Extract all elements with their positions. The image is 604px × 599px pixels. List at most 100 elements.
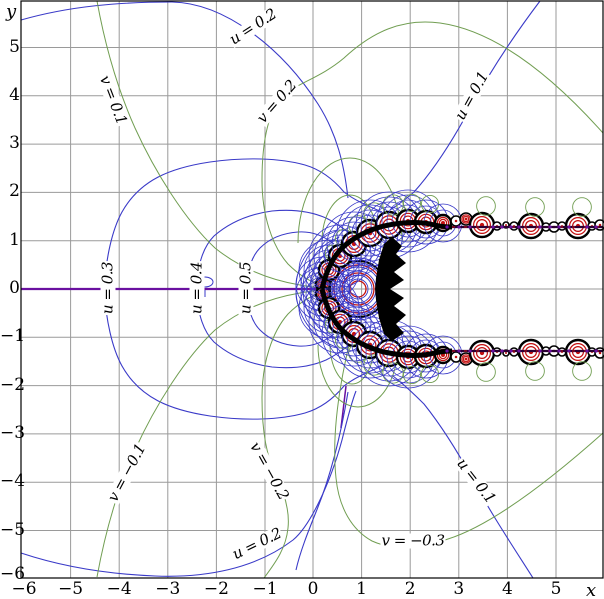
arm-purple-dot bbox=[468, 349, 472, 353]
arm-purple-dot bbox=[557, 225, 561, 229]
u-level-curve bbox=[103, 158, 383, 290]
u-level-curve bbox=[20, 390, 357, 577]
y-tick-label: −4 bbox=[0, 471, 26, 492]
y-tick-label: 2 bbox=[9, 181, 20, 202]
x-tick-label: −5 bbox=[58, 579, 84, 599]
bead-green-cap bbox=[476, 196, 496, 216]
arm-purple-dot bbox=[468, 225, 472, 229]
x-tick-label: −6 bbox=[11, 579, 37, 599]
bead-red-dot bbox=[454, 219, 458, 223]
arm-purple-dot bbox=[509, 225, 513, 229]
u-level-curve bbox=[103, 288, 383, 420]
x-tick-label: 1 bbox=[356, 579, 367, 599]
bead-fan-circle bbox=[336, 199, 404, 267]
bead-green-cap bbox=[402, 193, 422, 213]
bead-fan-circle bbox=[308, 287, 350, 329]
u-level-curve bbox=[392, 375, 534, 579]
bead-green-cap bbox=[402, 365, 422, 385]
v-level-curve bbox=[261, 291, 325, 476]
arm-purple-dot bbox=[567, 225, 571, 229]
x-tick-label: 2 bbox=[404, 579, 416, 599]
bead-red-dot bbox=[505, 224, 507, 226]
bead-red-ring bbox=[476, 347, 489, 360]
bead-green-cap bbox=[572, 197, 592, 217]
arm-purple-dot bbox=[538, 225, 542, 229]
x-tick-label: −2 bbox=[203, 579, 229, 599]
bead-green-cap bbox=[525, 361, 545, 381]
arm-purple-dot bbox=[517, 349, 521, 353]
arm-purple-dot bbox=[500, 349, 504, 353]
contour-label: v = −0.3 bbox=[380, 531, 446, 550]
bead-red-dot bbox=[464, 357, 468, 361]
bead-red-ring bbox=[461, 354, 471, 364]
bead-red-dot bbox=[454, 355, 458, 359]
u-level-curve bbox=[295, 391, 349, 571]
y-tick-label: −3 bbox=[0, 422, 26, 443]
core-interior-wall bbox=[375, 237, 406, 341]
y-axis-label: y bbox=[6, 1, 17, 22]
plot-frame bbox=[20, 0, 604, 579]
x-tick-label: 0 bbox=[307, 579, 319, 599]
arm-purple-dot bbox=[457, 225, 461, 229]
y-tick-label: 1 bbox=[9, 229, 20, 250]
v-level-curve bbox=[96, 0, 327, 289]
core-ridge-lower bbox=[319, 288, 453, 358]
x-tick-label: 4 bbox=[501, 579, 513, 599]
arm-purple-dot bbox=[594, 225, 598, 229]
bead-red-ring bbox=[461, 214, 471, 224]
contour-label: u = 0.3 bbox=[98, 260, 117, 316]
bead-red-dot bbox=[598, 223, 602, 227]
bead-fan-circle bbox=[336, 311, 404, 379]
y-tick-label: 0 bbox=[9, 278, 20, 298]
bead-red-dot bbox=[464, 217, 468, 221]
core-ring-red bbox=[341, 272, 375, 306]
bead-red-ring bbox=[462, 215, 470, 223]
arm-purple-dot bbox=[585, 349, 589, 353]
y-tick-label: 5 bbox=[9, 36, 20, 57]
y-tick-label: 3 bbox=[9, 133, 20, 154]
arm-purple-dot bbox=[445, 349, 449, 353]
arm-purple-dot bbox=[557, 349, 561, 353]
core-ridge-upper bbox=[319, 220, 453, 290]
x-tick-label: −1 bbox=[252, 579, 278, 599]
bead-green-cap bbox=[476, 362, 496, 382]
contour-label: u = 0.4 bbox=[187, 260, 206, 316]
arm-purple-dot bbox=[585, 225, 589, 229]
bead-fan-circle bbox=[308, 249, 350, 291]
bead-fan-circle bbox=[298, 277, 360, 339]
arm-purple-dot bbox=[491, 349, 495, 353]
y-tick-label: −2 bbox=[0, 374, 26, 395]
x-tick-label: 5 bbox=[550, 579, 562, 599]
core-fan-arc bbox=[302, 236, 340, 342]
bead-green-cap bbox=[420, 194, 440, 214]
bead-red-dot bbox=[598, 351, 602, 355]
arm-purple-dot bbox=[594, 349, 598, 353]
bead-red-ring bbox=[473, 216, 492, 235]
bead-red-ring bbox=[476, 219, 489, 232]
arm-purple-dot bbox=[517, 225, 521, 229]
bead-fan-circle bbox=[303, 282, 355, 334]
y-tick-label: −5 bbox=[0, 519, 26, 540]
bead-red-ring bbox=[462, 355, 470, 363]
bead-green-cap bbox=[525, 197, 545, 217]
arm-purple-dot bbox=[567, 349, 571, 353]
arm-purple-dot bbox=[538, 349, 542, 353]
contour-label: u = 0.5 bbox=[236, 260, 255, 316]
arm-purple-dot bbox=[509, 349, 513, 353]
u-level-curve bbox=[195, 209, 361, 290]
arm-purple-dot bbox=[457, 349, 461, 353]
arm-purple-dot bbox=[500, 225, 504, 229]
y-tick-label: 4 bbox=[9, 84, 20, 105]
bead-fan-circle bbox=[303, 244, 355, 296]
v-level-curve bbox=[297, 157, 403, 244]
x-tick-label: 3 bbox=[453, 579, 465, 599]
v-level-curve bbox=[334, 344, 604, 549]
x-axis-label: x bbox=[586, 580, 597, 599]
u-level-curve bbox=[20, 1, 349, 199]
bead-red-ring bbox=[473, 344, 492, 363]
arm-purple-dot bbox=[548, 349, 552, 353]
arm-purple-dot bbox=[548, 225, 552, 229]
branch-cut-spike bbox=[340, 385, 347, 429]
